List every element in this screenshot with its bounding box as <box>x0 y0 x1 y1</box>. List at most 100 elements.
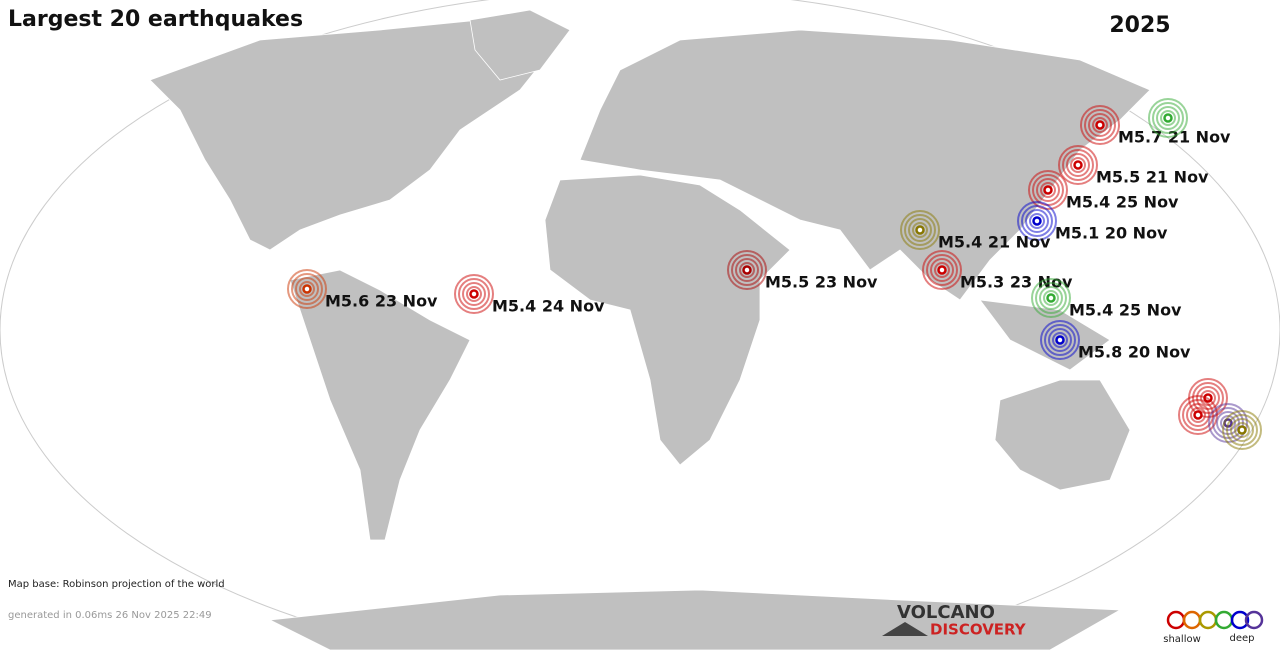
africa <box>544 174 791 466</box>
north-america <box>149 19 561 251</box>
quake-label: M5.1 20 Nov <box>1055 224 1168 243</box>
quake-ring <box>926 254 958 286</box>
quake-label: M5.5 23 Nov <box>765 273 878 292</box>
quake-ring <box>1190 407 1206 423</box>
quake-marker <box>1058 145 1098 185</box>
quake-ring <box>1226 414 1258 446</box>
legend-ring <box>1166 610 1186 630</box>
quake-center <box>1043 185 1053 195</box>
quake-ring <box>1148 98 1188 138</box>
quake-marker <box>287 269 327 309</box>
legend-deep: deep <box>1230 633 1255 644</box>
quake-ring <box>739 262 755 278</box>
quake-center <box>302 284 312 294</box>
quake-marker <box>1031 278 1071 318</box>
quake-ring <box>1066 153 1090 177</box>
quake-label: M5.4 25 Nov <box>1066 193 1179 212</box>
legend-ring <box>1230 610 1250 630</box>
map-base-note: Map base: Robinson projection of the wor… <box>8 579 225 590</box>
quake-ring <box>1088 113 1112 137</box>
quake-marker <box>1148 98 1188 138</box>
legend-ring <box>1182 610 1202 630</box>
quake-ring <box>1035 282 1067 314</box>
quake-ring <box>466 286 482 302</box>
quake-center <box>469 289 479 299</box>
quake-label: M5.4 25 Nov <box>1069 301 1182 320</box>
quake-marker <box>900 210 940 250</box>
quake-center <box>1193 410 1203 420</box>
quake-label: M5.7 21 Nov <box>1118 128 1231 147</box>
legend-ring <box>1198 610 1218 630</box>
quake-ring <box>1156 106 1180 130</box>
quake-ring <box>1062 149 1094 181</box>
quake-ring <box>454 274 494 314</box>
quake-center <box>1055 335 1065 345</box>
quake-ring <box>287 269 327 309</box>
land <box>149 9 1151 650</box>
quake-marker <box>1017 201 1057 241</box>
quake-ring <box>930 258 954 282</box>
quake-center <box>1032 216 1042 226</box>
logo-mountain <box>882 622 928 636</box>
quake-ring <box>1040 320 1080 360</box>
quake-ring <box>295 277 319 301</box>
generated-note: generated in 0.06ms 26 Nov 2025 22:49 <box>8 610 212 621</box>
quake-ring <box>731 254 763 286</box>
quake-ring <box>1039 286 1063 310</box>
logo-volcano: VOLCANO <box>897 602 995 623</box>
quakes: M5.7 21 Nov M5.5 21 Nov M5.4 25 Nov M5.1 20… <box>287 98 1262 450</box>
quake-ring <box>1070 157 1086 173</box>
year: 2025 <box>1109 13 1170 38</box>
legend-rings <box>1166 610 1264 630</box>
quake-ring <box>1028 170 1068 210</box>
quake-label: M5.8 20 Nov <box>1078 343 1191 362</box>
quake-ring <box>1029 213 1045 229</box>
quake-label: M5.5 21 Nov <box>1096 168 1209 187</box>
quake-ring <box>1092 117 1108 133</box>
quake-ring <box>1186 403 1210 427</box>
quake-center <box>1095 120 1105 130</box>
legend-shallow: shallow <box>1163 634 1201 645</box>
quake-ring <box>1043 290 1059 306</box>
quake-ring <box>1178 395 1218 435</box>
quake-center <box>915 225 925 235</box>
quake-ring <box>1234 422 1250 438</box>
legend-ring <box>1244 610 1264 630</box>
quake-ring <box>1052 332 1068 348</box>
quake-ring <box>1017 201 1057 241</box>
quake-ring <box>735 258 759 282</box>
quake-ring <box>1230 418 1254 442</box>
quake-ring <box>1080 105 1120 145</box>
quake-ring <box>727 250 767 290</box>
quake-label: M5.3 23 Nov <box>960 273 1073 292</box>
quake-marker <box>1222 410 1262 450</box>
legend-ring <box>1214 610 1234 630</box>
quake-label: M5.6 23 Nov <box>325 292 438 311</box>
quake-ring <box>1021 205 1053 237</box>
quake-ring <box>1160 110 1176 126</box>
title: Largest 20 earthquakes <box>8 7 303 32</box>
quake-marker <box>1080 105 1120 145</box>
quake-ring <box>1025 209 1049 233</box>
quake-center <box>742 265 752 275</box>
quake-ring <box>908 218 932 242</box>
quake-ring <box>1040 182 1056 198</box>
quake-center <box>1237 425 1247 435</box>
quake-ring <box>1152 102 1184 134</box>
south-america <box>289 269 471 541</box>
quake-ring <box>1036 178 1060 202</box>
quake-label: M5.4 21 Nov <box>938 233 1051 252</box>
quake-ring <box>934 262 950 278</box>
quake-ring <box>1222 410 1262 450</box>
quake-ring <box>900 210 940 250</box>
quake-center <box>1163 113 1173 123</box>
australia <box>994 379 1131 491</box>
quake-center <box>1046 293 1056 303</box>
quake-center <box>1073 160 1083 170</box>
quake-marker <box>727 250 767 290</box>
quake-ring <box>458 278 490 310</box>
quake-ring <box>904 214 936 246</box>
quake-ring <box>1182 399 1214 431</box>
